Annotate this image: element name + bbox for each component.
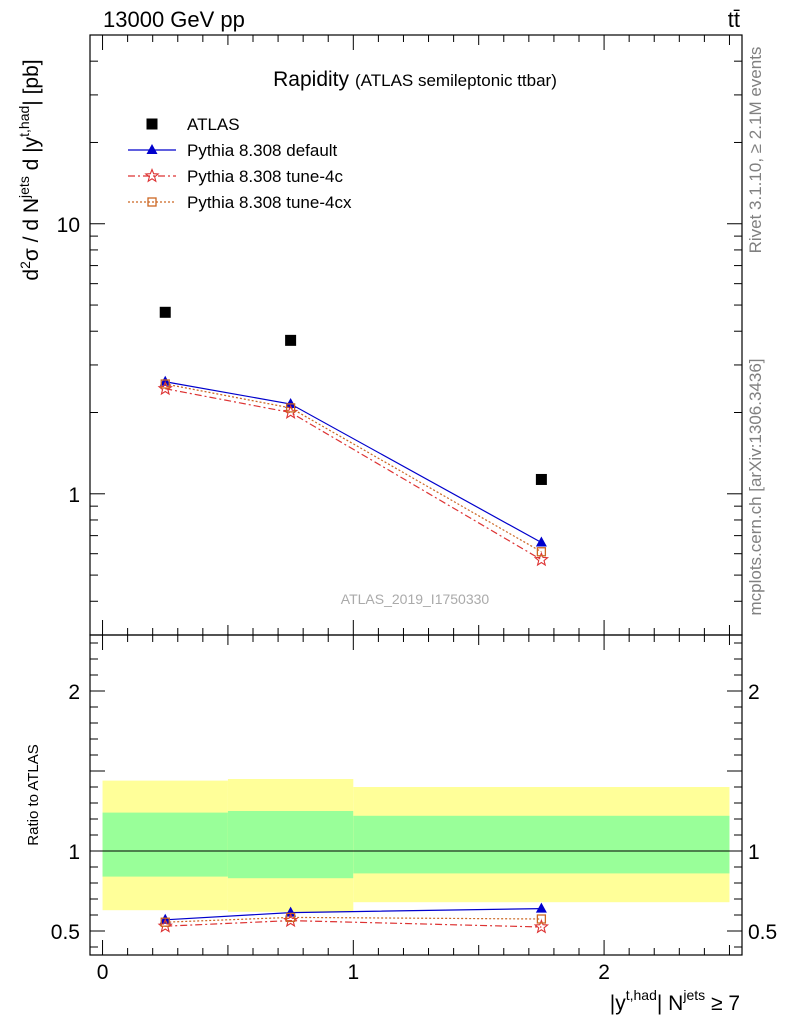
watermark: ATLAS_2019_I1750330 <box>341 591 490 607</box>
energy-label: 13000 GeV pp <box>103 7 245 32</box>
x-tick-label: 1 <box>347 961 359 984</box>
ratio-point <box>285 906 297 917</box>
data-point <box>533 551 550 567</box>
data-point <box>535 536 547 547</box>
legend-label: Pythia 8.308 tune-4c <box>187 167 343 186</box>
ratio-point <box>285 912 296 923</box>
ratio-point <box>282 912 299 928</box>
data-point <box>159 306 171 318</box>
main-series <box>157 306 550 567</box>
ratio-point <box>157 918 173 933</box>
band-inner <box>227 811 354 879</box>
ratio-frame <box>89 634 743 956</box>
legend-marker <box>147 197 157 207</box>
main-title: Rapidity (ATLAS semileptonic ttbar) <box>273 68 557 91</box>
legend-label: Pythia 8.308 tune-4cx <box>187 193 352 212</box>
ratio-ylabel: Ratio to ATLAS <box>25 744 42 845</box>
main-axis-ticks: 1 10 <box>57 34 742 636</box>
x-tick-label: 2 <box>598 961 610 984</box>
legend-item: Pythia 8.308 tune-4cx <box>128 193 352 212</box>
process-label: tt̄ <box>728 7 740 32</box>
ratio-series <box>157 902 550 934</box>
main-subtitle-text: (ATLAS semileptonic ttbar) <box>355 71 557 90</box>
band-inner <box>353 815 730 874</box>
ratio-ytick-label-left: 1 <box>68 841 80 864</box>
ratio-line <box>165 919 542 928</box>
series-line <box>165 388 542 561</box>
ratio-ytick-label-left: 0.5 <box>51 921 80 944</box>
ratio-ytick-label-right: 0.5 <box>748 921 777 944</box>
ratio-point <box>535 902 547 913</box>
band-inner <box>102 812 228 877</box>
main-title-text: Rapidity <box>273 68 349 91</box>
legend-item: ATLAS <box>146 115 240 134</box>
ratio-ytick-label-left: 2 <box>68 681 80 704</box>
ratio-axis-ticks: 0.5 0.5 1 1 2 2 0 1 2 <box>51 635 777 984</box>
data-point <box>285 403 296 413</box>
legend-item: Pythia 8.308 tune-4c <box>128 167 343 186</box>
series-2 <box>157 380 550 567</box>
legend-label: Pythia 8.308 default <box>187 141 338 160</box>
data-point <box>535 473 547 485</box>
ratio-uncertainty-bands <box>102 779 730 912</box>
legend-marker <box>146 144 158 154</box>
ratio-point <box>533 918 550 934</box>
x-axis-label: |yt,had| Njets ≥ 7 <box>610 987 740 1015</box>
series-1 <box>159 375 547 547</box>
series-0 <box>159 306 547 485</box>
series-3 <box>160 379 547 557</box>
ratio-line <box>165 916 542 923</box>
data-point <box>285 398 297 409</box>
ratio-point <box>536 914 547 924</box>
mcplots-label: mcplots.cern.ch [arXiv:1306.3436] <box>746 358 765 615</box>
ratio-ytick-label-right: 1 <box>748 841 760 864</box>
series-line <box>165 383 542 553</box>
legend-item: Pythia 8.308 default <box>128 141 338 160</box>
data-point <box>536 547 547 557</box>
ratio-point <box>160 917 170 927</box>
legend-marker <box>146 118 158 130</box>
legend: ATLAS Pythia 8.308 default Pythia 8.308 tu… <box>128 115 352 212</box>
x-tick-label: 0 <box>97 961 109 984</box>
main-ylabel: d2σ / d Njets d |yt,had| [pb] <box>16 59 43 280</box>
rivet-label: Rivet 3.1.10, ≥ 2.1M events <box>746 47 765 254</box>
legend-label: ATLAS <box>187 115 240 134</box>
ratio-series-1 <box>157 912 550 934</box>
main-panel: ATLAS_2019_I1750330 1 10 Rapidity (ATLAS s… <box>16 34 743 636</box>
data-point <box>160 379 170 389</box>
ratio-panel: 0.5 0.5 1 1 2 2 0 1 2 Ratio to ATLAS |yt,had| Nj… <box>25 634 777 1015</box>
main-ytick-label: 10 <box>57 214 80 237</box>
series-line <box>165 381 542 544</box>
ratio-ytick-label-right: 2 <box>748 681 760 704</box>
ratio-series-2 <box>160 912 547 927</box>
data-point <box>157 380 173 396</box>
main-ytick-label: 1 <box>68 484 80 507</box>
data-point <box>285 334 297 346</box>
legend-marker <box>144 167 160 183</box>
